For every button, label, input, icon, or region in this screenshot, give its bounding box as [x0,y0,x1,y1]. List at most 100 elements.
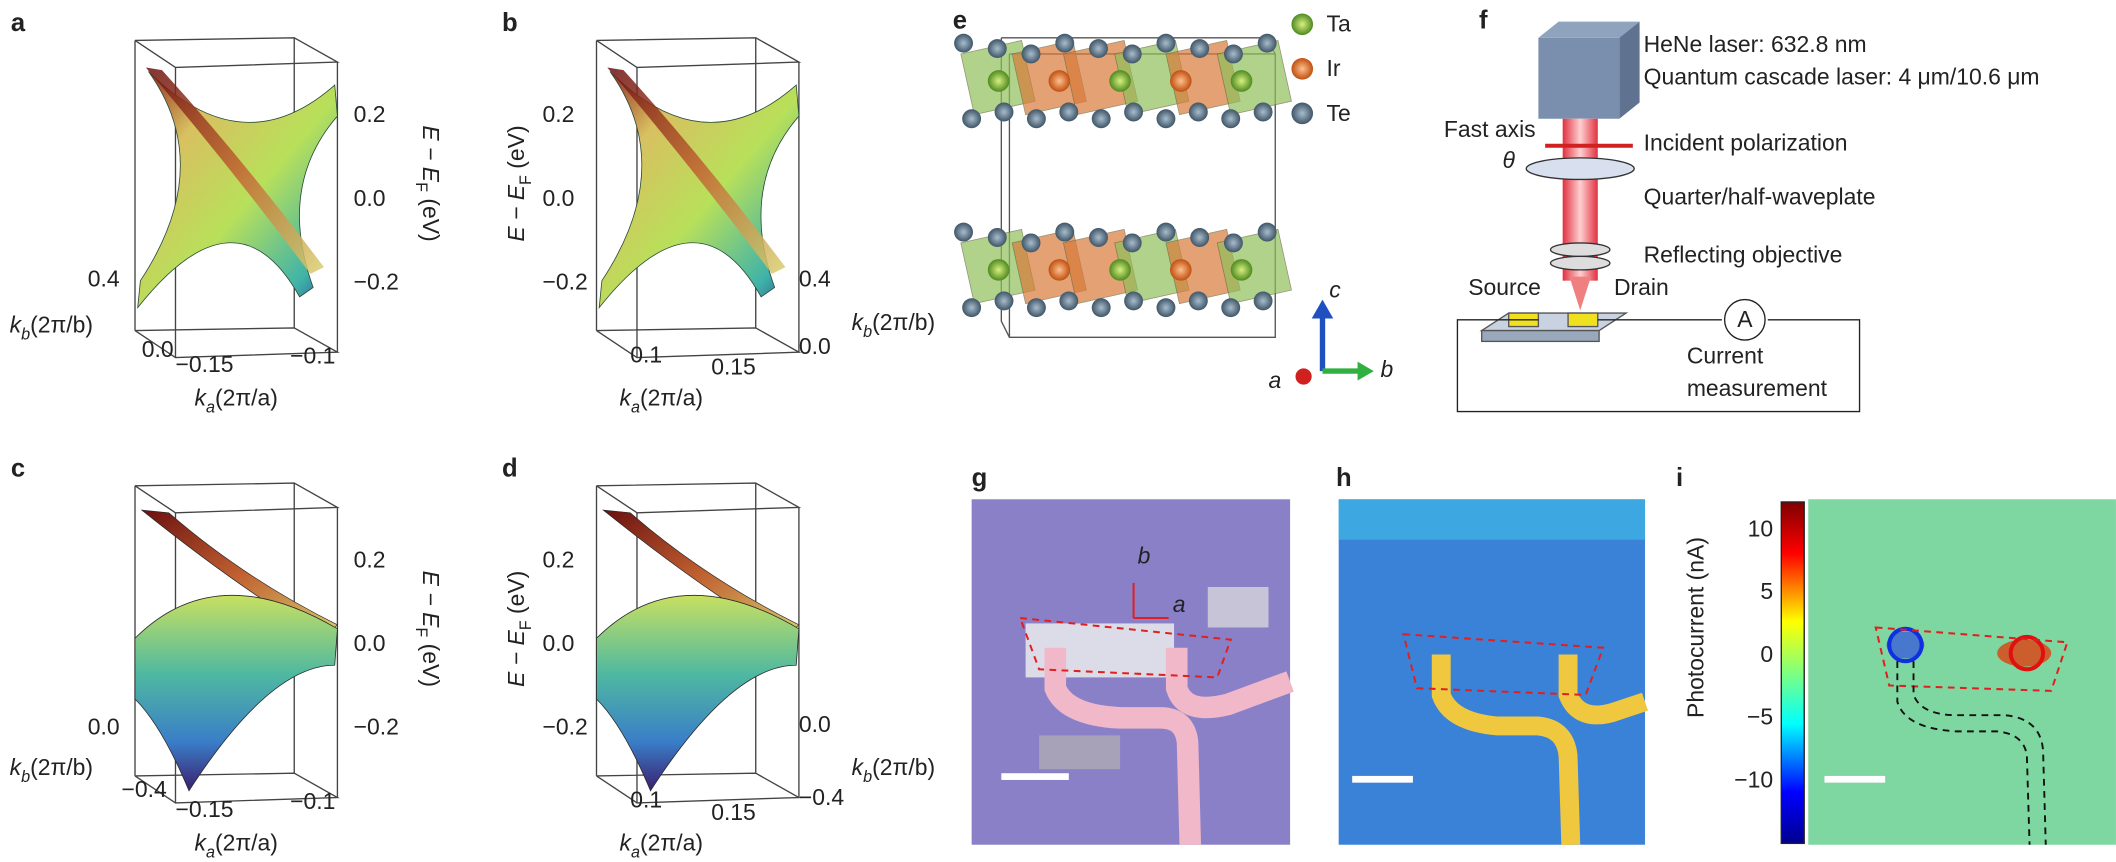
atom-ta [987,70,1010,92]
ka-axis-label-rest: (2π/a) [215,830,278,856]
annotation: Incident polarization [1644,129,1848,155]
box-edge [134,37,340,69]
kb-tick-label: −0.4 [799,784,845,810]
atom-te [962,298,982,318]
ka-tick-label: 0.15 [711,353,756,379]
ka-tick-label: −0.1 [290,343,335,369]
band-surface [598,71,800,309]
colorbar-tick-label: 0 [1760,641,1773,667]
laser-label: Quantum cascade laser: 4 μm/10.6 μm [1644,63,2040,89]
ka-axis-label: ka(2π/a) [194,830,277,862]
laser-side [1619,21,1640,119]
flake-outline [1874,626,2069,692]
kb-tick-label: 0.0 [142,336,174,362]
photocurrent-map [1808,499,2116,845]
kb-tick-label: 0.0 [799,333,831,359]
colorbar-tick-label: −10 [1734,766,1773,792]
panel-label: b [502,9,518,37]
atom-te [1257,33,1277,53]
legend-marker [1291,13,1314,36]
atom-te [1124,291,1144,311]
z-axis-label-sub: F [412,627,430,637]
atom-te [1026,109,1046,129]
kb-axis-label-main: k [852,754,865,780]
atom-te [1253,102,1273,122]
focus-cone [1569,276,1592,311]
panel-label: d [502,454,518,482]
atom-te [1190,228,1210,247]
annotation: Source [1468,274,1541,300]
band-surface [596,595,800,792]
kb-tick-label: 0.0 [88,714,120,740]
ka-tick-label: 0.1 [630,787,662,813]
atom-te [1122,233,1142,253]
z-axis-label-main: E − E [503,184,529,241]
atom-te [1055,33,1075,53]
atom-ta [1230,259,1253,281]
annotation: measurement [1687,375,1828,401]
ka-tick-label: −0.15 [175,351,233,377]
atom-te [1021,233,1041,253]
objective [1549,255,1611,271]
z-axis-label-rest: (eV) [503,571,529,621]
axis-label: b [1138,542,1151,568]
band-surface [137,71,338,309]
colorbar-tick-label: 10 [1748,515,1774,541]
ka-axis-label-main: k [194,384,207,410]
kb-axis-label-rest: (2π/b) [30,754,93,780]
colorbar-title: Photocurrent (nA) [1683,537,1709,718]
z-axis-label-sub: F [518,175,536,185]
atom-ta [1109,70,1131,92]
annotation: Current [1687,343,1764,369]
flake [1039,735,1121,770]
substrate-side [1481,329,1600,343]
atom-te [1156,33,1176,53]
annotation: Drain [1614,274,1669,300]
atom-te [994,291,1014,311]
waveplate [1525,157,1635,181]
legend-marker [1291,102,1314,125]
circuit-wire [1456,319,1861,413]
arrow-head [1311,299,1334,319]
panel-label: a [11,9,26,37]
reflection-map [1338,499,1645,845]
annotation: Fast axis [1444,116,1536,142]
z-axis-label: E − EF (eV) [412,125,444,241]
atom-te [954,222,973,242]
contact-outline [1896,661,2047,845]
panel-label: g [972,464,988,492]
atom-te [1156,109,1176,129]
kb-tick-label: −0.4 [122,776,168,802]
substrate [1479,312,1629,332]
ammeter-label: A [1737,306,1753,332]
arrow-head [1357,361,1374,381]
z-axis-label: E − EF (eV) [503,571,535,687]
axis-label: a [1173,591,1186,617]
atom-te [1190,39,1210,59]
axis-origin [1295,368,1312,385]
band-ridge [607,67,786,274]
atom-te [1055,222,1075,242]
atom-te [1257,222,1277,242]
laser-label: HeNe laser: 632.8 nm [1644,31,1867,57]
panel-label: i [1676,464,1683,492]
electrode-trace [1431,654,1581,846]
legend-label: Te [1327,100,1351,126]
atom-te [1188,291,1208,311]
z-axis-label-main: E − E [418,571,444,628]
axis-label: c [1329,277,1341,303]
kb-tick-label: 0.4 [88,266,120,292]
box-edge [596,327,802,359]
ka-axis-label-rest: (2π/a) [215,384,278,410]
ammeter [1723,298,1766,341]
z-axis-label-rest: (eV) [418,637,444,687]
z-tick-label: 0.0 [543,185,575,211]
ka-tick-label: −0.1 [290,788,335,814]
atom-te [1124,102,1144,122]
kb-axis-label-main: k [10,312,23,338]
scale-bar [1352,775,1413,783]
ka-axis-label-sub: a [631,399,640,417]
z-tick-label: 0.0 [354,185,386,211]
atom-te [954,33,973,53]
